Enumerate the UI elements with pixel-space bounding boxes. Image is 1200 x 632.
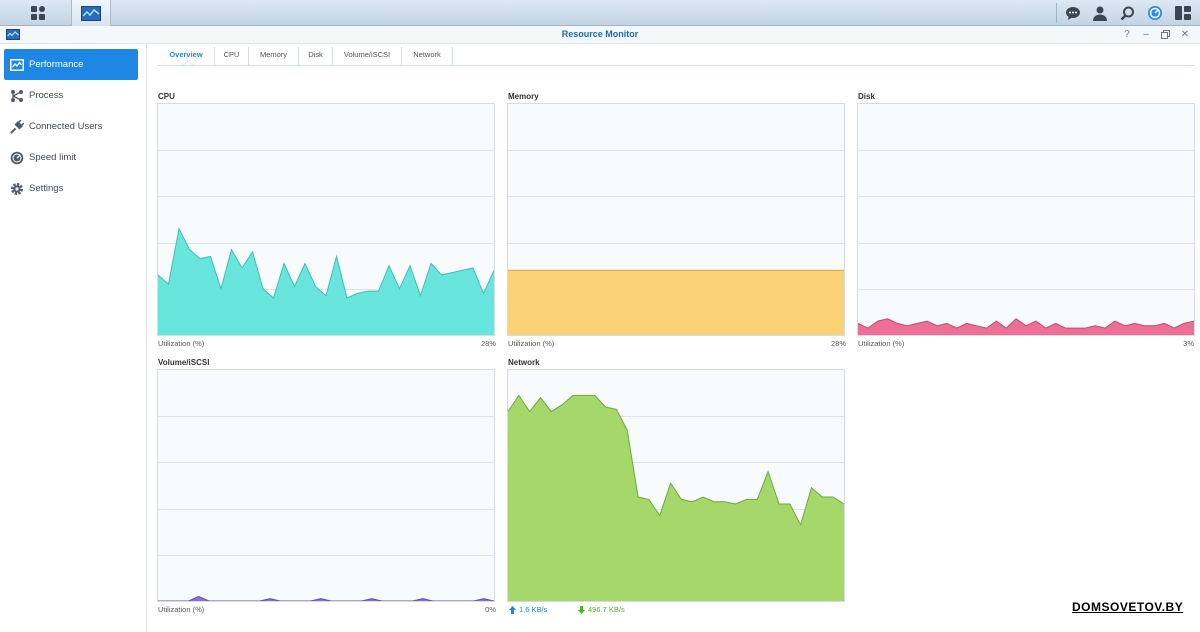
disk-panel-title: Disk bbox=[858, 92, 875, 101]
dashboard-gauge-icon[interactable] bbox=[1145, 3, 1165, 23]
sidebar-item-label: Connected Users bbox=[29, 121, 103, 132]
network-download: 496.7 KB/s bbox=[578, 605, 625, 614]
volume-panel-title: Volume/iSCSI bbox=[158, 358, 210, 367]
help-icon[interactable]: ? bbox=[1124, 29, 1130, 40]
network-upload: 1.6 KB/s bbox=[509, 605, 547, 614]
cpu-chart[interactable] bbox=[157, 103, 495, 336]
memory-footer-label: Utilization (%) bbox=[508, 339, 555, 348]
upload-arrow-icon bbox=[509, 605, 516, 614]
disk-series-area bbox=[858, 318, 1194, 335]
network-chart-svg bbox=[508, 394, 844, 601]
memory-series-area bbox=[508, 270, 844, 335]
volume-chart[interactable] bbox=[157, 369, 495, 602]
cpu-panel-title: CPU bbox=[158, 92, 175, 101]
sidebar-item-label: Speed limit bbox=[29, 152, 76, 163]
sidebar-item-label: Settings bbox=[29, 183, 64, 194]
cpu-chart-svg bbox=[158, 150, 494, 335]
volume-series-line bbox=[158, 595, 494, 601]
disk-footer-label: Utilization (%) bbox=[858, 339, 905, 348]
speedometer-icon bbox=[10, 151, 24, 164]
network-panel-title: Network bbox=[508, 358, 540, 367]
network-series-area bbox=[508, 395, 844, 601]
cpu-utilization-value: 28% bbox=[480, 339, 496, 348]
tab-memory[interactable]: Memory bbox=[249, 47, 299, 65]
taskbar bbox=[0, 0, 1200, 26]
sidebar-item-connected-users[interactable]: Connected Users bbox=[4, 111, 138, 142]
disk-chart-svg bbox=[858, 150, 1194, 335]
tab-overview[interactable]: Overview bbox=[158, 47, 215, 65]
chat-icon[interactable] bbox=[1063, 3, 1083, 23]
memory-chart-svg bbox=[508, 150, 844, 335]
main-menu-button[interactable] bbox=[18, 0, 58, 26]
user-icon[interactable] bbox=[1090, 3, 1110, 23]
process-icon bbox=[11, 89, 23, 102]
sidebar-item-process[interactable]: Process bbox=[4, 80, 138, 111]
cpu-series-area bbox=[158, 228, 494, 335]
active-tab-indicator bbox=[183, 60, 193, 65]
resource-monitor-taskbar-button[interactable] bbox=[71, 0, 111, 26]
plug-icon bbox=[10, 119, 24, 134]
taskbar-separator bbox=[1056, 3, 1057, 23]
sidebar-item-label: Performance bbox=[29, 59, 84, 70]
gear-icon bbox=[11, 182, 23, 195]
volume-utilization-value: 0% bbox=[485, 605, 496, 614]
window-title: Resource Monitor bbox=[561, 29, 639, 39]
watermark: DOMSOVETOV.BY bbox=[1072, 600, 1184, 614]
network-download-rate: 496.7 KB/s bbox=[588, 605, 625, 614]
main-menu-icon bbox=[31, 6, 45, 20]
memory-utilization-value: 28% bbox=[830, 339, 846, 348]
network-chart[interactable] bbox=[507, 369, 845, 602]
sidebar-item-label: Process bbox=[29, 90, 64, 101]
tab-network[interactable]: Network bbox=[402, 47, 453, 65]
close-icon[interactable]: ✕ bbox=[1180, 29, 1190, 40]
network-upload-rate: 1.6 KB/s bbox=[519, 605, 548, 614]
sidebar-item-settings[interactable]: Settings bbox=[4, 173, 138, 204]
volume-footer-label: Utilization (%) bbox=[158, 605, 205, 614]
window-app-icon bbox=[6, 29, 20, 40]
disk-series-line bbox=[858, 318, 1194, 329]
sidebar: Performance Process Connected Users Spee… bbox=[0, 44, 147, 632]
cpu-series-line bbox=[158, 227, 494, 299]
memory-panel-title: Memory bbox=[508, 92, 539, 101]
resource-monitor-icon bbox=[81, 5, 101, 21]
window-titlebar[interactable]: Resource Monitor ? – ✕ bbox=[0, 26, 1200, 44]
tab-bar: Overview CPU Memory Disk Volume/iSCSI Ne… bbox=[158, 44, 1194, 66]
tab-disk[interactable]: Disk bbox=[299, 47, 333, 65]
performance-icon bbox=[10, 58, 24, 71]
minimize-icon[interactable]: – bbox=[1143, 29, 1149, 40]
download-arrow-icon bbox=[578, 605, 585, 614]
cpu-footer-label: Utilization (%) bbox=[158, 339, 205, 348]
search-icon[interactable] bbox=[1117, 3, 1137, 23]
tab-cpu[interactable]: CPU bbox=[215, 47, 249, 65]
network-series-line bbox=[508, 394, 844, 527]
sidebar-item-speed-limit[interactable]: Speed limit bbox=[4, 142, 138, 173]
sidebar-item-performance[interactable]: Performance bbox=[4, 49, 138, 80]
disk-chart[interactable] bbox=[857, 103, 1195, 336]
volume-chart-svg bbox=[158, 416, 494, 601]
restore-icon[interactable] bbox=[1158, 28, 1172, 42]
tab-volume-iscsi[interactable]: Volume/iSCSI bbox=[333, 47, 402, 65]
disk-utilization-value: 3% bbox=[1183, 339, 1194, 348]
widgets-icon[interactable] bbox=[1173, 3, 1193, 23]
memory-chart[interactable] bbox=[507, 103, 845, 336]
